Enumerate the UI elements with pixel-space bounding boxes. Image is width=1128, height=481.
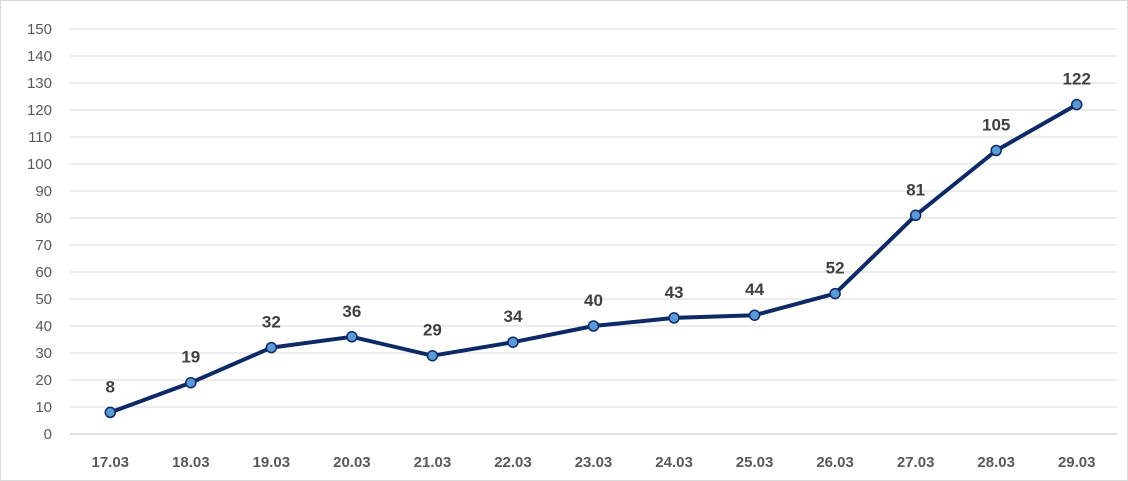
series-line [108,102,1079,415]
data-labels: 8 19 32 36 29 34 40 43 44 52 81 105 122 [106,70,1091,397]
data-label: 52 [826,259,845,278]
y-tick-label: 120 [27,102,52,119]
y-axis: 0 10 20 30 40 50 60 70 80 90 100 110 120 130 140 150 [27,21,52,443]
data-label: 32 [262,313,281,332]
series-group [104,98,1083,419]
x-axis: 17.03 18.03 19.03 20.03 21.03 22.03 23.03 24.03… [91,454,1095,471]
y-tick-label: 10 [35,399,52,416]
data-point [829,287,841,300]
data-point [587,320,600,332]
x-tick-label: 19.03 [253,454,291,471]
x-tick-label: 29.03 [1058,454,1096,471]
data-label: 8 [106,377,115,396]
x-tick-label: 18.03 [172,454,210,471]
data-label: 43 [665,283,684,302]
y-tick-label: 70 [35,237,52,254]
x-tick-label: 24.03 [655,454,693,471]
data-point [426,349,439,362]
y-tick-label: 0 [44,426,52,443]
data-point [185,376,197,389]
y-tick-label: 60 [35,264,52,281]
gridlines [70,28,1117,435]
data-label: 19 [181,348,200,367]
y-tick-label: 140 [27,48,52,65]
x-tick-label: 21.03 [414,454,452,471]
x-tick-label: 17.03 [91,454,129,471]
y-tick-label: 110 [28,129,52,146]
y-tick-label: 80 [35,210,52,227]
x-tick-label: 26.03 [816,454,854,471]
data-label: 29 [423,321,442,340]
data-point [507,336,519,348]
data-label: 105 [982,116,1010,135]
x-tick-label: 28.03 [977,454,1015,471]
y-tick-label: 20 [35,372,52,389]
x-tick-label: 27.03 [897,454,935,471]
data-point [990,144,1002,157]
y-tick-label: 150 [27,21,52,38]
y-tick-label: 50 [35,291,52,308]
data-point [104,406,117,419]
data-point [909,209,922,222]
data-label: 34 [504,307,523,326]
data-label: 40 [584,291,603,310]
data-point [668,312,680,324]
data-point [748,309,761,321]
y-tick-label: 40 [35,318,52,335]
data-point [265,341,278,354]
x-tick-label: 23.03 [575,454,613,471]
data-label: 44 [745,280,764,299]
data-point [1070,98,1083,111]
data-label: 81 [906,180,925,199]
data-point [346,331,358,343]
y-tick-label: 100 [27,156,52,173]
y-tick-label: 90 [35,183,52,200]
x-tick-label: 25.03 [736,454,774,471]
x-tick-label: 22.03 [494,454,532,471]
y-tick-label: 30 [35,345,52,362]
y-tick-label: 130 [27,75,52,92]
data-label: 36 [342,302,361,321]
data-label: 122 [1063,70,1091,89]
x-tick-label: 20.03 [333,454,371,471]
